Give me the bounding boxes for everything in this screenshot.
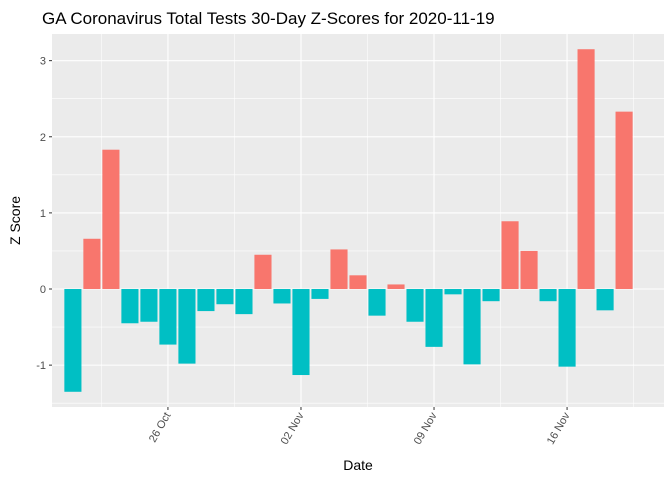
bar-2020-10-22 (83, 238, 101, 290)
bar-2020-11-09 (425, 289, 443, 347)
y-axis-title: Z Score (7, 196, 23, 245)
bars (64, 49, 633, 392)
bar-2020-11-02 (292, 289, 310, 376)
bar-2020-11-05 (349, 275, 367, 290)
bar-2020-10-21 (64, 289, 82, 392)
bar-2020-10-26 (159, 289, 177, 345)
x-tick-label: 02 Nov (279, 410, 307, 447)
bar-2020-11-03 (311, 289, 329, 299)
bar-2020-10-31 (254, 254, 272, 290)
bar-2020-11-11 (463, 289, 481, 365)
bar-2020-10-27 (178, 289, 196, 364)
y-tick-label: 2 (40, 132, 46, 144)
bar-2020-11-15 (539, 289, 557, 302)
bar-2020-11-04 (330, 249, 348, 290)
bar-2020-11-01 (273, 289, 291, 304)
bar-2020-11-18 (596, 289, 614, 311)
minor-gridlines (52, 34, 664, 407)
bar-2020-11-08 (406, 289, 424, 322)
bar-2020-10-29 (216, 289, 234, 305)
bar-2020-11-13 (501, 221, 519, 290)
bar-2020-11-16 (558, 289, 576, 367)
bar-2020-11-07 (387, 284, 405, 290)
x-tick-label: 26 Oct (147, 411, 174, 445)
y-axis: -1 0 1 2 3 (36, 56, 52, 372)
x-axis-title: Date (343, 457, 373, 473)
bar-2020-10-24 (121, 289, 139, 324)
chart-title: GA Coronavirus Total Tests 30-Day Z-Scor… (42, 9, 495, 28)
bar-2020-10-23 (102, 149, 120, 290)
bar-2020-11-10 (444, 289, 462, 295)
y-tick-label: 1 (40, 208, 46, 220)
x-tick-label: 16 Nov (545, 410, 573, 447)
y-tick-label: -1 (36, 360, 46, 372)
bar-2020-11-19 (615, 111, 633, 290)
bar-2020-10-30 (235, 289, 253, 315)
bar-2020-11-12 (482, 289, 500, 302)
bar-2020-11-14 (520, 250, 538, 290)
y-tick-label: 3 (40, 56, 46, 68)
bar-2020-10-28 (197, 289, 215, 312)
bar-2020-11-17 (577, 49, 595, 290)
bar-2020-10-25 (140, 289, 158, 322)
bar-2020-11-06 (368, 289, 386, 316)
x-axis: 26 Oct 02 Nov 09 Nov 16 Nov (147, 407, 573, 447)
y-tick-label: 0 (40, 284, 46, 296)
x-tick-label: 09 Nov (412, 410, 440, 447)
